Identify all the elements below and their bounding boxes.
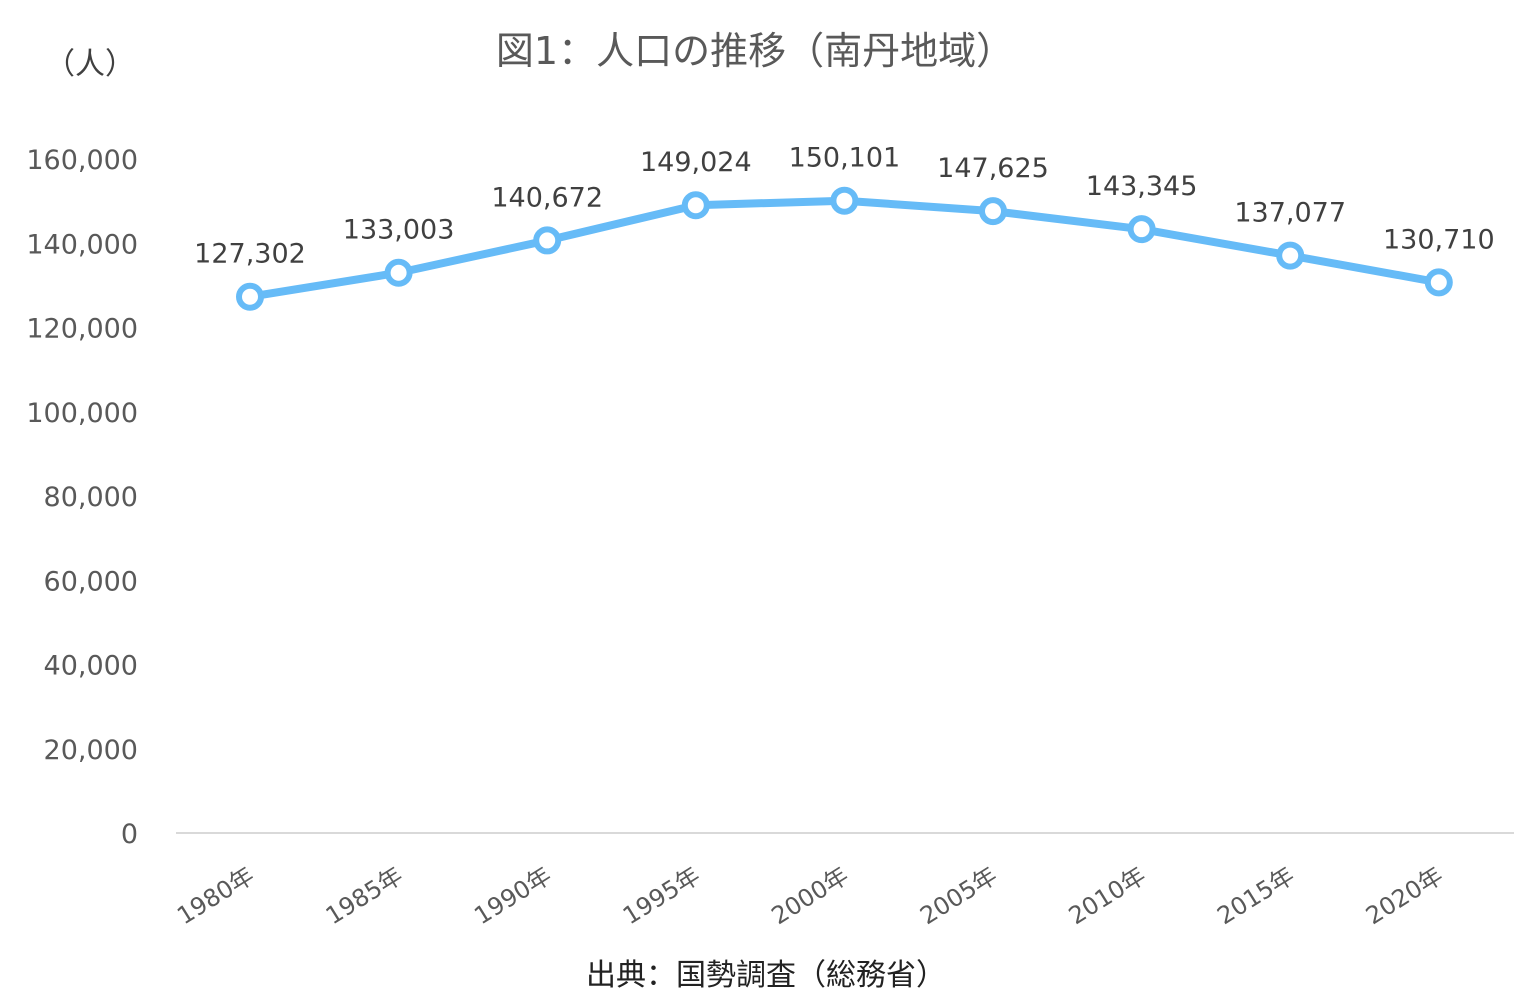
x-tick-label: 2015年 <box>1212 861 1299 930</box>
y-axis-unit-label: （人） <box>45 47 135 82</box>
data-labels: 127,302 133,003 140,672 149,024 150,101 147,6… <box>194 143 1494 270</box>
x-tick-label: 1980年 <box>172 861 259 930</box>
y-tick-label: 60,000 <box>44 566 138 597</box>
y-tick-label: 120,000 <box>26 314 138 345</box>
x-axis-ticks: 1980年 1985年 1990年 1995年 2000年 2005年 2010年 2015年… <box>172 861 1448 930</box>
data-point-marker <box>830 186 859 215</box>
y-axis-ticks: 0 20,000 40,000 60,000 80,000 100,000 120,000 1… <box>26 145 138 850</box>
data-value-label: 149,024 <box>640 147 752 178</box>
data-point-marker <box>1424 268 1453 297</box>
data-point-marker <box>236 282 264 311</box>
x-tick-label: 2020年 <box>1361 861 1448 930</box>
data-value-label: 150,101 <box>789 143 901 174</box>
data-value-label: 140,672 <box>491 182 603 213</box>
data-point-marker <box>681 191 710 220</box>
x-tick-label: 1985年 <box>321 861 408 930</box>
x-tick-label: 2010年 <box>1064 861 1151 930</box>
y-tick-label: 100,000 <box>26 398 138 429</box>
chart-title: 図1：人口の推移（南丹地域） <box>496 29 1014 73</box>
y-tick-label: 20,000 <box>44 735 138 766</box>
y-tick-label: 140,000 <box>26 229 138 260</box>
x-tick-label: 1995年 <box>618 861 705 930</box>
data-point-marker <box>1127 215 1156 244</box>
data-point-marker <box>979 197 1007 226</box>
data-value-label: 130,710 <box>1383 224 1495 255</box>
data-markers <box>236 186 1453 311</box>
data-point-marker <box>533 226 562 255</box>
data-value-label: 143,345 <box>1086 171 1198 202</box>
data-value-label: 133,003 <box>343 215 455 246</box>
source-note: 出典：国勢調査（総務省） <box>586 958 946 993</box>
data-point-marker <box>1276 241 1305 270</box>
x-tick-label: 1990年 <box>469 861 556 930</box>
y-tick-label: 0 <box>121 819 138 850</box>
x-tick-label: 2000年 <box>767 861 854 930</box>
data-value-label: 127,302 <box>194 239 306 270</box>
y-tick-label: 80,000 <box>44 482 138 513</box>
data-value-label: 137,077 <box>1234 198 1346 229</box>
y-tick-label: 160,000 <box>26 145 138 176</box>
data-point-marker <box>384 258 413 287</box>
x-tick-label: 2005年 <box>915 861 1002 930</box>
y-tick-label: 40,000 <box>44 651 138 682</box>
data-value-label: 147,625 <box>937 153 1049 184</box>
